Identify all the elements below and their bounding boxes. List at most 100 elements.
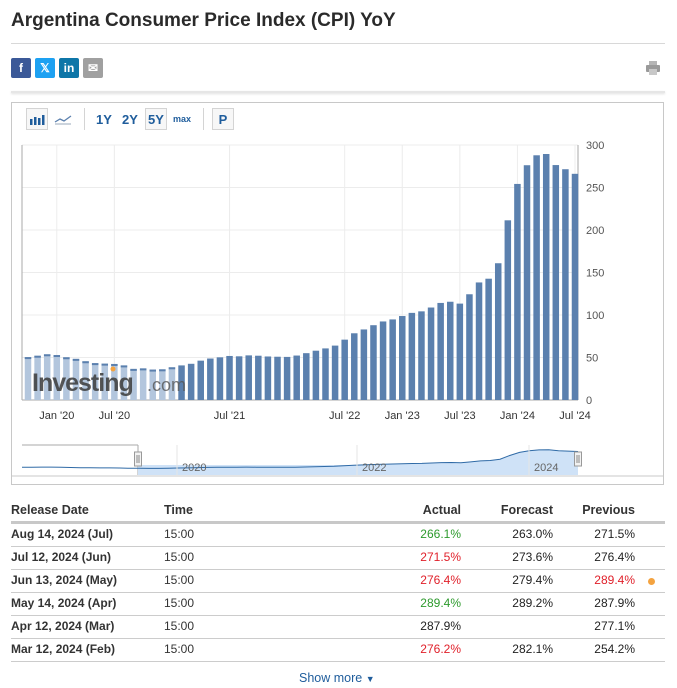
x-tick-label: Jan '23 [385,410,420,422]
show-more-link[interactable]: Show more ▼ [299,671,375,685]
p-button[interactable]: P [212,108,235,130]
range-5y-button[interactable]: 5Y [145,108,167,130]
bar [360,329,368,400]
bar-chart-button[interactable] [26,108,48,130]
x-tick-label: Jan '24 [500,410,535,422]
bar [523,165,531,400]
watermark-dot [110,366,116,372]
bar [446,301,454,400]
y-tick-label: 300 [586,140,604,152]
y-tick-label: 250 [586,183,604,195]
navigator-label: 2020 [182,462,206,474]
table-row: May 14, 2024 (Apr) 15:00 289.4% 289.2% 287.9… [11,593,665,616]
bar [399,316,406,400]
bar [168,367,176,400]
bar [418,311,425,400]
previous-value: 277.1% [594,619,635,633]
divider [11,43,665,44]
print-icon[interactable] [645,60,661,76]
bar [207,358,214,400]
header-forecast: Forecast [500,503,553,517]
bar [274,356,281,400]
table-row: Jun 13, 2024 (May) 15:00 276.4% 279.4% 289.4… [11,570,665,593]
bar-cap [101,363,109,366]
bar-cap [159,369,166,372]
navigator-handle[interactable] [134,451,142,467]
release-time: 15:00 [164,573,195,587]
bar [351,333,358,400]
revised-indicator-icon [648,578,655,585]
bar-cap [43,354,51,357]
bar [370,325,377,400]
y-tick-label: 50 [586,353,598,365]
bar [111,363,118,400]
header-release-date: Release Date [11,503,89,517]
bar [571,173,579,400]
bar [178,365,185,400]
table-row: Mar 12, 2024 (Feb) 15:00 276.2% 282.1% 254.2… [11,639,665,662]
header-time: Time [164,503,193,517]
chart-toolbar: 1Y 2Y 5Y max P [26,107,238,131]
show-more-label: Show more [299,671,363,685]
release-time: 15:00 [164,596,195,610]
navigator-line [21,449,579,469]
y-tick-label: 100 [586,310,604,322]
header-actual: Actual [422,503,461,517]
bar [149,369,157,400]
release-time: 15:00 [164,527,195,541]
bar [552,165,560,400]
investing-watermark: Investing [32,369,133,397]
line-chart-icon [54,115,72,125]
x-tick-label: Jul '23 [444,410,475,422]
email-icon[interactable]: ✉ [83,58,103,78]
bar [293,355,300,400]
previous-value: 289.4% [594,573,635,587]
bar [43,354,51,400]
bar-cap [24,357,32,360]
bar-cap [72,358,80,361]
line-chart-button[interactable] [52,108,74,130]
bar [456,303,464,400]
forecast-value: 273.6% [512,550,553,564]
release-time: 15:00 [164,642,195,656]
investing-watermark-suffix: .com [147,375,186,395]
bar-cap [120,365,128,368]
table-header: Release Date Time Actual Forecast Previo… [11,500,665,524]
bar [437,302,444,400]
facebook-icon[interactable]: f [11,58,31,78]
bar [504,220,512,400]
bar [389,319,396,400]
bar [53,355,61,400]
bar [427,307,435,400]
range-max-button[interactable]: max [173,114,192,124]
range-1y-button[interactable]: 1Y [96,111,112,127]
x-tick-label: Jul '24 [559,410,590,422]
bar [466,294,473,400]
x-twitter-icon[interactable]: 𝕏 [35,58,55,78]
cpi-bar-chart: Investing .com 0 50 100 150 200 250 300 Jan '20… [12,140,663,477]
navigator-handle[interactable] [574,451,582,467]
bar [91,363,99,400]
toolbar-separator [203,108,205,130]
bar [245,355,252,400]
actual-value: 271.5% [420,550,461,564]
navigator-label: 2022 [362,462,386,474]
linkedin-icon[interactable]: in [59,58,79,78]
chevron-down-icon: ▼ [365,674,375,684]
bar [235,356,243,400]
previous-value: 271.5% [594,527,635,541]
bar [34,355,41,400]
bar [24,357,32,400]
bar [514,183,521,400]
table-row: Aug 14, 2024 (Jul) 15:00 266.1% 263.0% 271.5… [11,524,665,547]
bar-cap [82,361,89,364]
chart-panel: 1Y 2Y 5Y max P Investing .com 0 50 100 150 20… [11,102,664,485]
actual-value: 289.4% [420,596,461,610]
range-2y-button[interactable]: 2Y [122,111,138,127]
y-tick-label: 200 [586,225,604,237]
bar-cap [149,369,157,372]
history-table: Release Date Time Actual Forecast Previo… [11,500,665,662]
bar [139,368,147,400]
bar-cap [34,355,41,358]
bar [226,355,233,400]
